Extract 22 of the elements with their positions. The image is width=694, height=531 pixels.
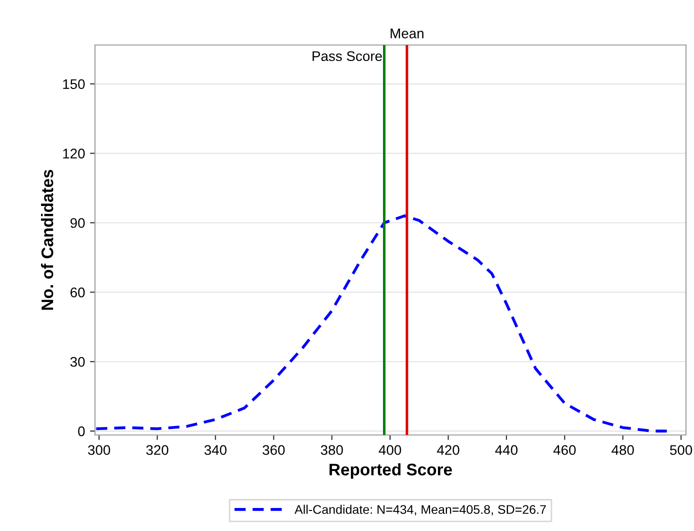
x-axis-title: Reported Score [330, 463, 452, 479]
x-tick-label: 300 [88, 445, 110, 455]
ref-line-label: Pass Score [312, 51, 382, 62]
x-tick-label: 440 [495, 445, 518, 455]
y-tick-label: 30 [70, 356, 85, 367]
y-tick-label: 60 [70, 288, 85, 298]
legend-label: All-Candidate: N=434, Mean=405.8, SD=26.7 [294, 504, 546, 516]
y-tick-label: 120 [63, 148, 85, 158]
x-tick-label: 360 [262, 445, 285, 455]
y-axis-title: No. of Candidates [41, 170, 54, 310]
x-tick-label: 500 [670, 445, 692, 455]
x-tick-label: 340 [204, 445, 227, 455]
x-tick-label: 380 [320, 445, 343, 455]
ref-line-label: Mean [390, 28, 424, 38]
x-tick-label: 480 [612, 445, 634, 455]
x-tick-label: 460 [553, 445, 576, 455]
y-tick-label: 150 [63, 79, 85, 90]
x-tick-label: 320 [146, 445, 168, 455]
x-tick-label: 420 [436, 445, 460, 455]
x-tick-label: 400 [378, 445, 402, 455]
y-tick-label: 90 [70, 218, 85, 228]
y-tick-label: 0 [78, 426, 85, 436]
